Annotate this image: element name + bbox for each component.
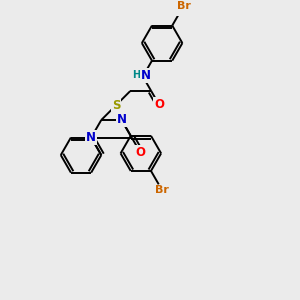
Text: Br: Br	[155, 185, 169, 195]
Text: S: S	[112, 98, 121, 112]
Text: O: O	[135, 146, 145, 159]
Text: N: N	[141, 69, 151, 82]
Text: H: H	[133, 70, 141, 80]
Text: N: N	[86, 131, 96, 144]
Text: O: O	[154, 98, 164, 111]
Text: N: N	[117, 113, 127, 127]
Text: Br: Br	[177, 1, 190, 11]
